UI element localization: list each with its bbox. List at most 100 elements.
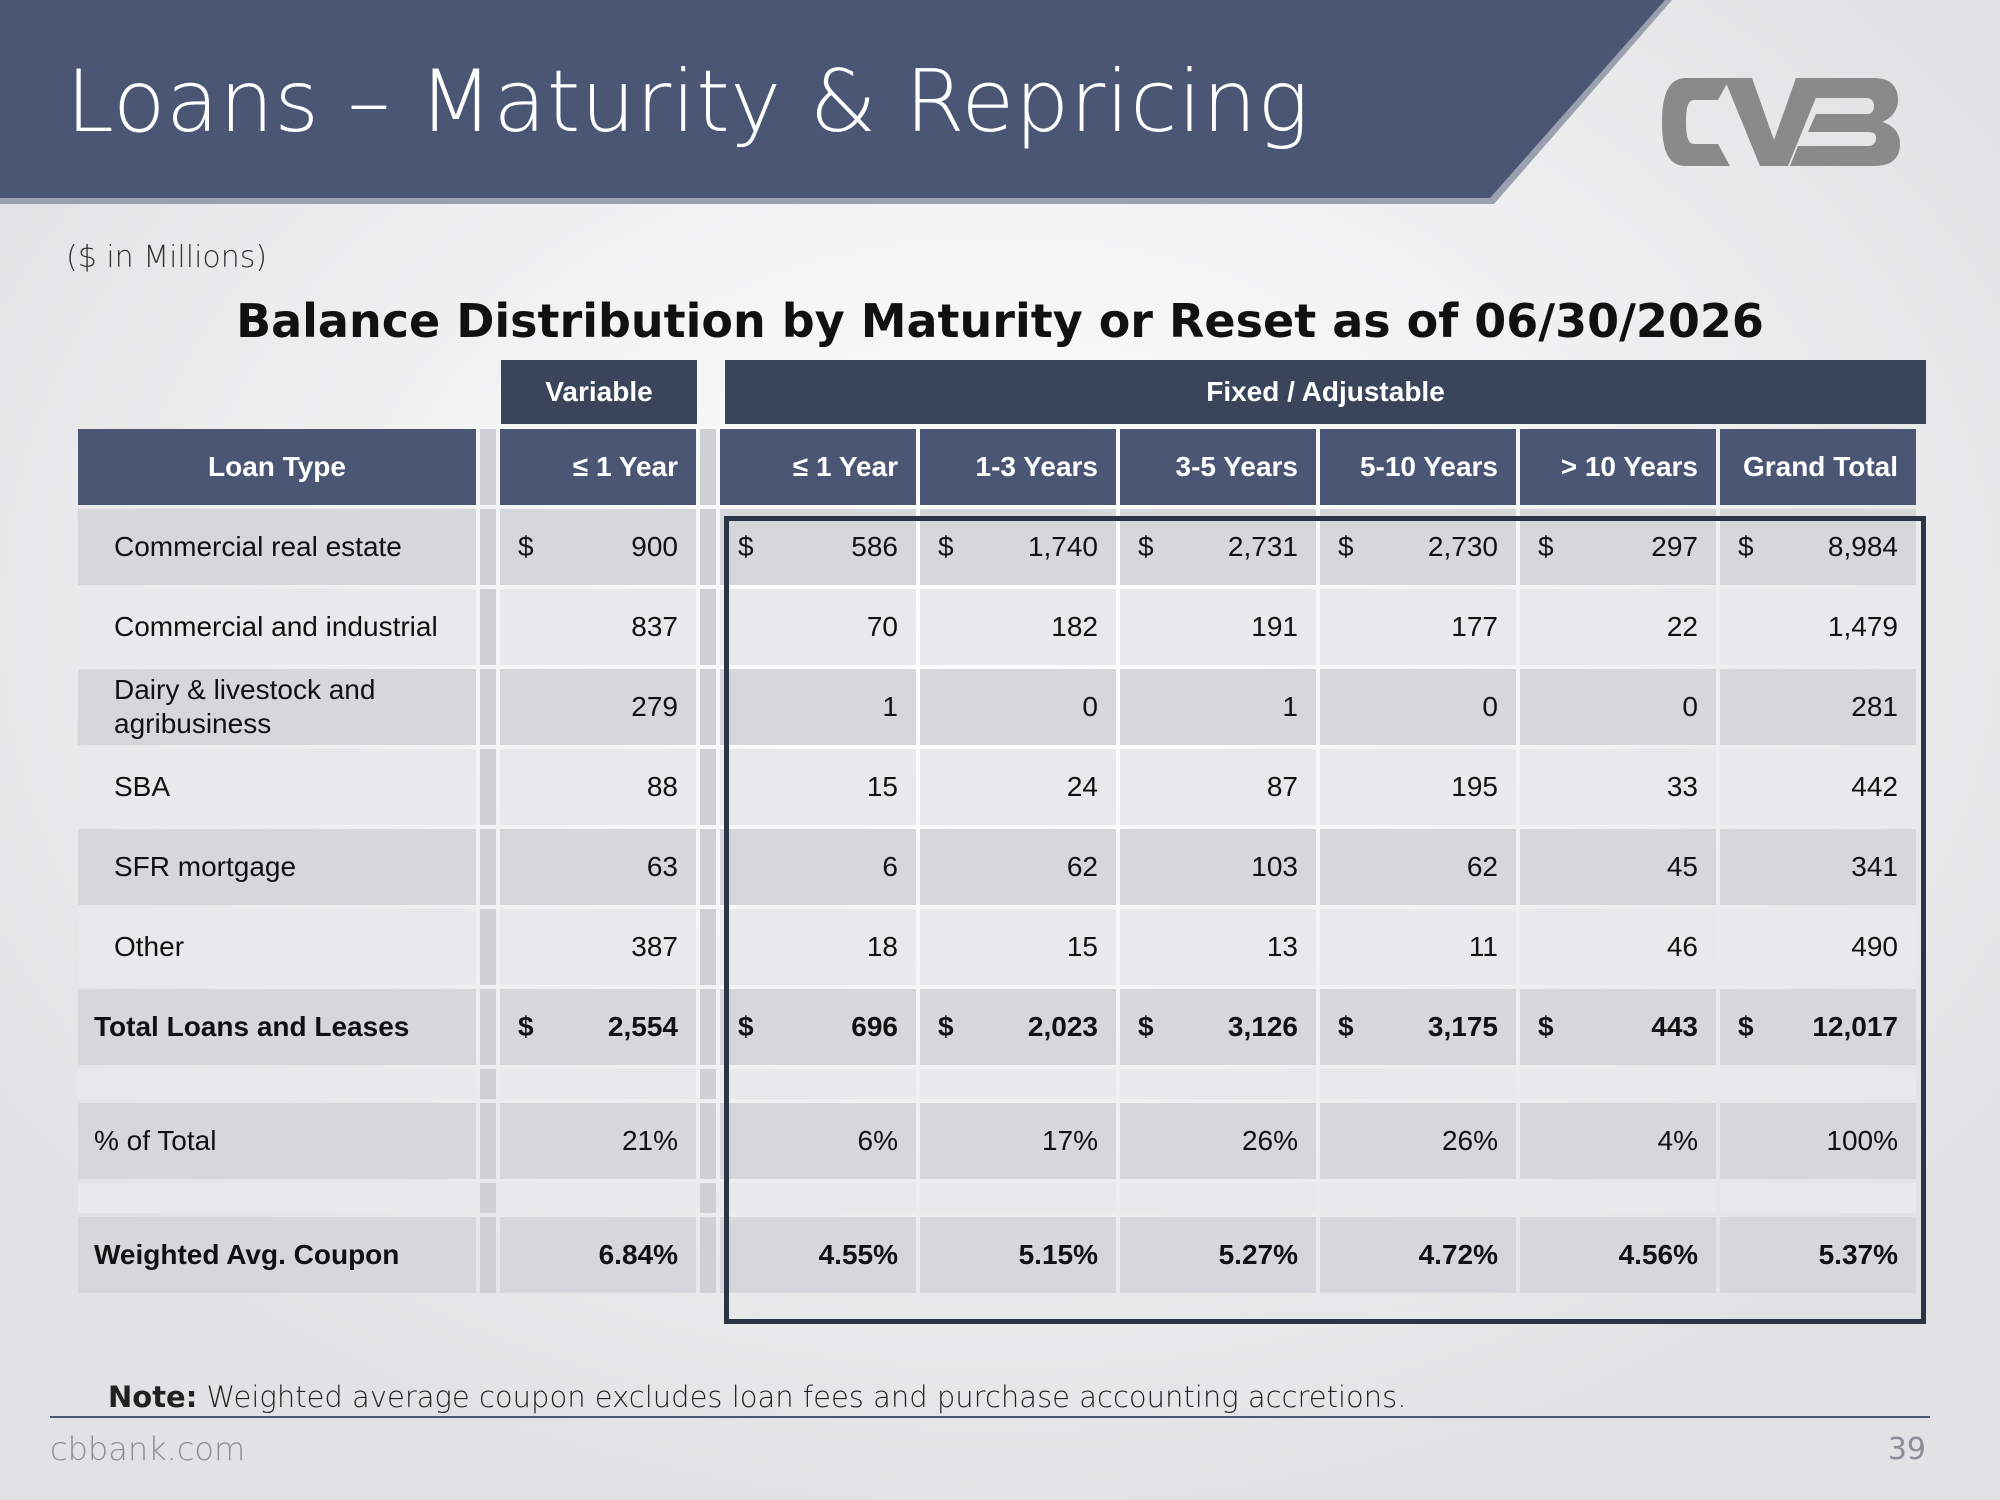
table-cell: 87	[1120, 749, 1316, 825]
table-cell: 24	[920, 749, 1116, 825]
table-cell: 5.15%	[920, 1217, 1116, 1293]
footer-website: cbbank.com	[50, 1430, 246, 1468]
cvb-logo	[1662, 78, 1900, 166]
percent-row: % of Total 21% 6% 17% 26% 26% 4% 100%	[78, 1103, 1916, 1179]
table-cell: 279	[500, 669, 696, 745]
table-cell: 46	[1520, 909, 1716, 985]
page-number: 39	[1887, 1432, 1926, 1467]
row-label: Commercial real estate	[78, 509, 476, 585]
table-cell: 182	[920, 589, 1116, 665]
column-header-over-10-years: > 10 Years	[1520, 429, 1716, 505]
row-label: SFR mortgage	[78, 829, 476, 905]
table-cell: 6%	[720, 1103, 916, 1179]
column-header-3-5-years: 3-5 Years	[1120, 429, 1316, 505]
column-gap	[700, 429, 716, 505]
table-cell: 62	[920, 829, 1116, 905]
footer-divider	[50, 1416, 1930, 1418]
table-cell: 22	[1520, 589, 1716, 665]
table-cell: $1,740	[920, 509, 1116, 585]
table-cell: 4.55%	[720, 1217, 916, 1293]
table-cell: 1	[1120, 669, 1316, 745]
group-header-fixed: Fixed / Adjustable	[725, 360, 1926, 424]
column-gap	[480, 429, 496, 505]
group-header-variable: Variable	[501, 360, 697, 424]
table-cell: 45	[1520, 829, 1716, 905]
table-cell: 17%	[920, 1103, 1116, 1179]
title-banner	[0, 0, 1665, 198]
row-label: Total Loans and Leases	[78, 989, 476, 1065]
table-cell: 1	[720, 669, 916, 745]
table-title: Balance Distribution by Maturity or Rese…	[236, 294, 1764, 348]
table-cell: 0	[920, 669, 1116, 745]
table-cell: $12,017	[1720, 989, 1916, 1065]
column-header-loan-type: Loan Type	[78, 429, 476, 505]
table-cell: $8,984	[1720, 509, 1916, 585]
table-cell: 1,479	[1720, 589, 1916, 665]
table-row: Commercial and industrial 837 70 182 191…	[78, 589, 1916, 665]
column-header-fixed-1yr: ≤ 1 Year	[720, 429, 916, 505]
table-cell: $297	[1520, 509, 1716, 585]
loan-maturity-table: Loan Type ≤ 1 Year ≤ 1 Year 1-3 Years 3-…	[74, 425, 1920, 1297]
row-label: % of Total	[78, 1103, 476, 1179]
table-cell: 195	[1320, 749, 1516, 825]
column-header-5-10-years: 5-10 Years	[1320, 429, 1516, 505]
table-cell: 18	[720, 909, 916, 985]
table-cell: 4.56%	[1520, 1217, 1716, 1293]
table-cell: 177	[1320, 589, 1516, 665]
table-cell: 0	[1320, 669, 1516, 745]
table-cell: 88	[500, 749, 696, 825]
total-row: Total Loans and Leases $2,554 $696 $2,02…	[78, 989, 1916, 1065]
column-header-1-3-years: 1-3 Years	[920, 429, 1116, 505]
table-cell: 15	[920, 909, 1116, 985]
table-cell: $3,126	[1120, 989, 1316, 1065]
table-cell: 4%	[1520, 1103, 1716, 1179]
table-cell: 490	[1720, 909, 1916, 985]
table-cell: 442	[1720, 749, 1916, 825]
footnote-label: Note:	[108, 1380, 198, 1414]
table-cell: $2,731	[1120, 509, 1316, 585]
table-cell: $3,175	[1320, 989, 1516, 1065]
table-row: Other 387 18 15 13 11 46 490	[78, 909, 1916, 985]
spacer-row	[78, 1069, 1916, 1099]
table-cell: 100%	[1720, 1103, 1916, 1179]
page-title: Loans – Maturity & Repricing	[66, 52, 1310, 152]
table-cell: 26%	[1120, 1103, 1316, 1179]
table-cell: 21%	[500, 1103, 696, 1179]
units-label: ($ in Millions)	[66, 240, 268, 275]
table-cell: 6.84%	[500, 1217, 696, 1293]
row-label: SBA	[78, 749, 476, 825]
table-cell: 33	[1520, 749, 1716, 825]
spacer-row	[78, 1183, 1916, 1213]
footnote-text: Weighted average coupon excludes loan fe…	[197, 1380, 1407, 1414]
table-cell: $696	[720, 989, 916, 1065]
table-cell: $2,554	[500, 989, 696, 1065]
table-cell: 11	[1320, 909, 1516, 985]
table-row: SBA 88 15 24 87 195 33 442	[78, 749, 1916, 825]
table-cell: $443	[1520, 989, 1716, 1065]
row-label: Commercial and industrial	[78, 589, 476, 665]
table-cell: $586	[720, 509, 916, 585]
table-cell: 387	[500, 909, 696, 985]
table-cell: 70	[720, 589, 916, 665]
table-cell: 63	[500, 829, 696, 905]
footnote: Note: Weighted average coupon excludes l…	[108, 1380, 1407, 1414]
table-cell: 4.72%	[1320, 1217, 1516, 1293]
table-row: Dairy & livestock and agribusiness 279 1…	[78, 669, 1916, 745]
table-cell: $2,730	[1320, 509, 1516, 585]
column-header-variable-1yr: ≤ 1 Year	[500, 429, 696, 505]
table-cell: 15	[720, 749, 916, 825]
table-cell: 26%	[1320, 1103, 1516, 1179]
table-cell: 5.27%	[1120, 1217, 1316, 1293]
coupon-row: Weighted Avg. Coupon 6.84% 4.55% 5.15% 5…	[78, 1217, 1916, 1293]
table-cell: 281	[1720, 669, 1916, 745]
table-cell: $900	[500, 509, 696, 585]
table-cell: 13	[1120, 909, 1316, 985]
table-cell: 6	[720, 829, 916, 905]
table-row: SFR mortgage 63 6 62 103 62 45 341	[78, 829, 1916, 905]
table-cell: 191	[1120, 589, 1316, 665]
table-cell: 837	[500, 589, 696, 665]
row-label: Other	[78, 909, 476, 985]
table-cell: 103	[1120, 829, 1316, 905]
row-label: Dairy & livestock and agribusiness	[78, 669, 476, 745]
table-cell: 341	[1720, 829, 1916, 905]
